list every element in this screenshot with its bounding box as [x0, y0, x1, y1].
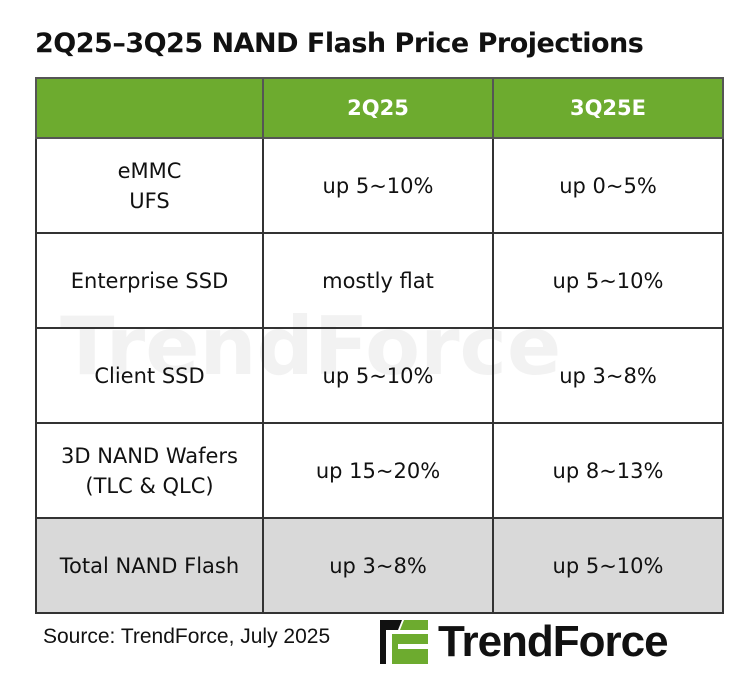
row-label: Total NAND Flash: [35, 517, 264, 614]
source-note: Source: TrendForce, July 2025: [43, 625, 331, 648]
cell-3q25e: up 8~13%: [492, 422, 724, 519]
header-cell: [35, 77, 264, 139]
cell-3q25e: up 3~8%: [492, 327, 724, 424]
cell-2q25: mostly flat: [262, 232, 494, 329]
row-label: Client SSD: [35, 327, 264, 424]
cell-2q25: up 5~10%: [262, 137, 494, 234]
cell-3q25e: up 5~10%: [492, 232, 724, 329]
logo-text: TrendForce: [438, 617, 669, 666]
price-table: 2Q25 3Q25E eMMC UFS up 5~10% up 0~5% Ente…: [35, 77, 724, 614]
header-cell: 3Q25E: [492, 77, 724, 139]
label-line: (TLC & QLC): [85, 473, 214, 498]
table-row: 3D NAND Wafers (TLC & QLC) up 15~20% up 8…: [35, 422, 724, 519]
row-label: eMMC UFS: [35, 137, 264, 234]
label-line: 3D NAND Wafers: [60, 443, 238, 468]
trendforce-logo-icon: [380, 620, 428, 664]
label-line: eMMC: [117, 158, 182, 183]
table-header-row: 2Q25 3Q25E: [35, 77, 724, 139]
cell-2q25: up 5~10%: [262, 327, 494, 424]
table-row: Enterprise SSD mostly flat up 5~10%: [35, 232, 724, 329]
total-row: Total NAND Flash up 3~8% up 5~10%: [35, 517, 724, 614]
header-cell: 2Q25: [262, 77, 494, 139]
cell-3q25e: up 0~5%: [492, 137, 724, 234]
cell-3q25e: up 5~10%: [492, 517, 724, 614]
table-row: eMMC UFS up 5~10% up 0~5%: [35, 137, 724, 234]
cell-2q25: up 3~8%: [262, 517, 494, 614]
row-label: 3D NAND Wafers (TLC & QLC): [35, 422, 264, 519]
cell-2q25: up 15~20%: [262, 422, 494, 519]
row-label: Enterprise SSD: [35, 232, 264, 329]
page-title: 2Q25–3Q25 NAND Flash Price Projections: [35, 28, 644, 59]
label-line: UFS: [129, 188, 170, 213]
table-row: Client SSD up 5~10% up 3~8%: [35, 327, 724, 424]
trendforce-logo: TrendForce: [378, 617, 669, 667]
